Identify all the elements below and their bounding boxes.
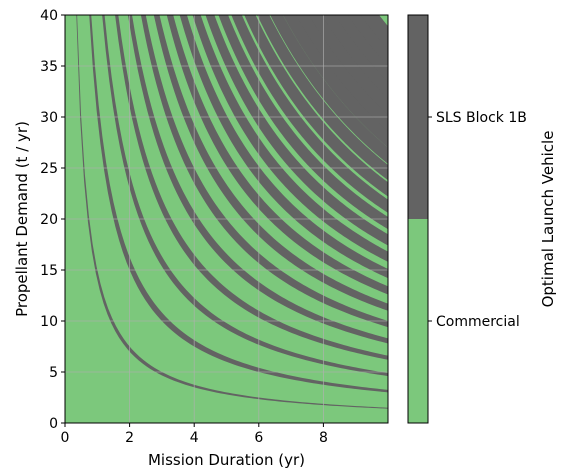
y-tick-label: 30 (40, 110, 58, 126)
y-tick-label: 5 (49, 365, 58, 381)
colorbar-label: Optimal Launch Vehicle (539, 131, 557, 308)
y-axis-label: Propellant Demand (t / yr) (13, 121, 31, 317)
y-tick-label: 10 (40, 314, 58, 330)
x-tick-label: 0 (61, 430, 70, 446)
y-tick-label: 35 (40, 59, 58, 75)
x-axis: 0 2 4 6 8 (61, 423, 328, 446)
sls-band-16 (283, 15, 388, 148)
y-tick-label: 15 (40, 263, 58, 279)
sls-band-14 (257, 15, 388, 181)
x-tick-label: 4 (190, 430, 199, 446)
x-axis-label: Mission Duration (yr) (148, 451, 305, 469)
colorbar-commercial (408, 219, 428, 423)
sls-band-17 (295, 15, 388, 132)
sls-band-20 (334, 15, 388, 83)
sls-band-5 (140, 15, 388, 328)
sls-band-21 (347, 15, 388, 66)
colorbar-frame (407, 14, 429, 424)
colorbar-tick-label: Commercial (436, 314, 520, 330)
x-tick-label: 2 (125, 430, 134, 446)
sls-band-11 (218, 15, 388, 230)
colorbar-tick-label: SLS Block 1B (436, 110, 527, 126)
y-axis: 0 5 10 15 20 25 30 35 40 (40, 8, 65, 432)
sls-band-15 (270, 15, 388, 164)
y-tick-label: 0 (49, 416, 58, 432)
y-tick-label: 25 (40, 161, 58, 177)
x-tick-label: 8 (319, 430, 328, 446)
colorbar: Commercial SLS Block 1B (407, 14, 527, 424)
x-tick-label: 6 (254, 430, 263, 446)
sls-band-22 (360, 15, 388, 50)
y-tick-label: 40 (40, 8, 58, 24)
colorbar-sls (408, 15, 428, 219)
sls-band-18 (308, 15, 388, 115)
sls-band-12 (231, 15, 388, 213)
sls-band-19 (321, 15, 388, 99)
y-tick-label: 20 (40, 212, 58, 228)
